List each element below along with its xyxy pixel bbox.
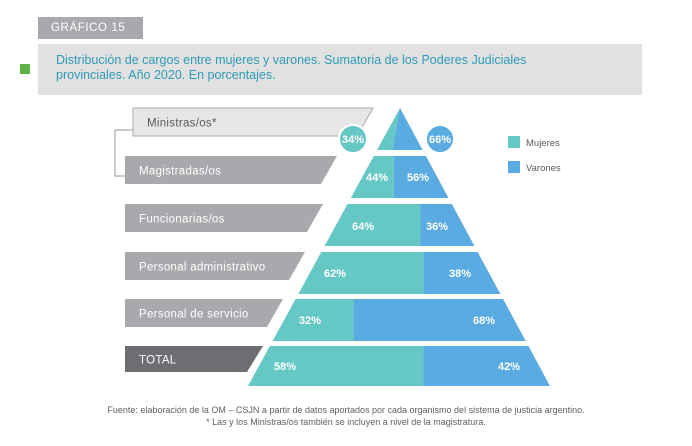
- footer-note: * Las y los Ministras/os también se incl…: [206, 417, 486, 427]
- category-label-ministras-os: Ministras/os*: [147, 118, 217, 130]
- value-badge-mujeres-ministras-os: [338, 124, 368, 154]
- category-label-personal-de-servicio: Personal de servicio: [139, 309, 249, 321]
- bar-mujeres-personal-administrativo: [298, 252, 424, 294]
- category-label-funcionarias-os: Funcionarias/os: [139, 214, 225, 226]
- bar-varones-funcionarias-os: [420, 204, 475, 246]
- bar-varones-personal-administrativo: [423, 252, 501, 294]
- bar-varones-personal-de-servicio: [353, 299, 526, 341]
- section-marker: [20, 64, 30, 74]
- bar-varones-ministras-os: [392, 108, 423, 150]
- legend-label-varones: Varones: [526, 163, 561, 174]
- legend-swatch-mujeres: [508, 136, 520, 148]
- value-label-mujeres-personal-administrativo: 62%: [324, 268, 346, 280]
- category-label-personal-administrativo: Personal administrativo: [139, 262, 265, 274]
- value-label-mujeres-funcionarias-os: 64%: [352, 221, 374, 233]
- chart-number-tag: GRÁFICO 15: [38, 17, 143, 39]
- category-label-bg-total: [125, 346, 263, 372]
- value-badge-varones-ministras-os: [425, 124, 455, 154]
- value-label-varones-funcionarias-os: 36%: [426, 221, 448, 233]
- pyramid-chart: Ministras/os* Magistradas/os Funcionarias/…: [114, 107, 561, 386]
- category-label-bg-magistradas-os: [125, 156, 337, 184]
- legend-label-mujeres: Mujeres: [526, 138, 560, 149]
- bar-mujeres-magistradas-os: [350, 156, 394, 198]
- chart-title-line-2: provinciales. Año 2020. En porcentajes.: [56, 68, 276, 82]
- bar-mujeres-total: [248, 346, 424, 386]
- value-label-mujeres-ministras-os: 34%: [342, 134, 364, 146]
- bar-varones-total: [423, 346, 550, 386]
- bar-mujeres-ministras-os: [377, 108, 400, 150]
- value-label-mujeres-personal-de-servicio: 32%: [299, 315, 321, 327]
- value-label-varones-ministras-os: 66%: [429, 134, 451, 146]
- chart-title-line-1: Distribución de cargos entre mujeres y v…: [56, 53, 527, 67]
- category-label-bg-personal-administrativo: [125, 252, 305, 280]
- category-label-bg-funcionarias-os: [125, 204, 323, 232]
- value-label-varones-total: 42%: [498, 361, 520, 373]
- category-label-total: TOTAL: [139, 355, 177, 367]
- value-label-varones-magistradas-os: 56%: [407, 172, 429, 184]
- legend-swatch-varones: [508, 161, 520, 173]
- value-label-varones-personal-de-servicio: 68%: [473, 315, 495, 327]
- chart-title-box: Distribución de cargos entre mujeres y v…: [38, 44, 642, 95]
- footer-source: Fuente: elaboración de la OM – CSJN a pa…: [107, 405, 585, 415]
- ministras-connector-line: [114, 129, 133, 177]
- category-label-bg-personal-de-servicio: [125, 299, 283, 327]
- bar-varones-magistradas-os: [393, 156, 449, 198]
- value-label-varones-personal-administrativo: 38%: [449, 268, 471, 280]
- value-label-mujeres-total: 58%: [274, 361, 296, 373]
- value-label-mujeres-magistradas-os: 44%: [366, 172, 388, 184]
- bar-mujeres-funcionarias-os: [324, 204, 421, 246]
- bar-mujeres-personal-de-servicio: [272, 299, 354, 341]
- category-label-magistradas-os: Magistradas/os: [139, 166, 221, 178]
